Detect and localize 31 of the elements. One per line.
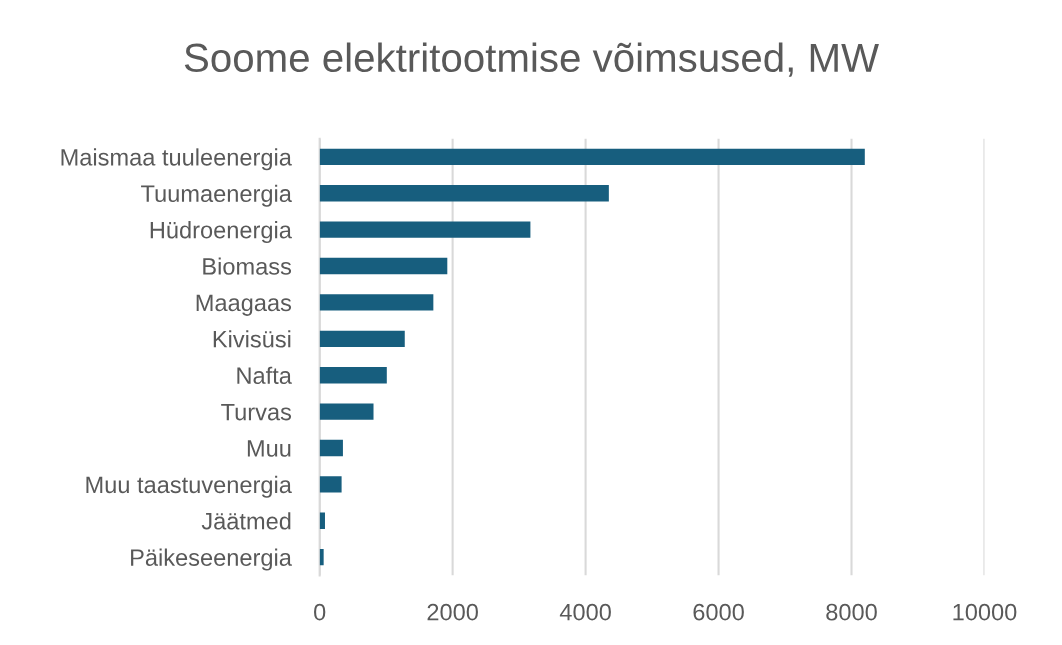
y-tick-label: Muu [247,440,291,457]
y-tick-label: Maagaas [196,294,292,316]
y-tick-label: Nafta [237,366,292,384]
bar [319,512,325,529]
bar [319,403,374,420]
x-tick-label: 6000 [693,603,744,621]
y-tick-label: Maismaa tuuleenergia [61,148,292,171]
x-tick-label: 8000 [826,603,877,621]
x-tick-label: 4000 [559,603,611,621]
bar [319,294,434,311]
x-tick-label: 2000 [427,603,478,621]
bar [319,221,531,238]
y-tick-label: Päikeseenergia [131,548,292,571]
bar [319,148,865,166]
y-tick-label: Turvas [221,403,292,421]
bar [319,367,387,384]
y-tick-label: Jäätmed [201,512,291,530]
y-tick-label: Tuumaenergia [141,184,292,207]
y-tick-label: Hüdroenergia [150,221,292,244]
bar [319,439,343,457]
y-tick-label: Muu taastuvenergia [86,475,292,498]
y-tick-label: Biomass [203,257,292,275]
bar [319,548,324,566]
x-tick-label: 0 [314,603,326,621]
x-tick-label: 10000 [953,603,1017,621]
bar [319,330,405,347]
bar [319,476,342,493]
bar [319,185,609,202]
chart-title: Soome elektritootmise võimsused, MW [184,42,879,77]
bar [319,257,448,275]
y-tick-label: Kivisüsi [213,330,291,348]
